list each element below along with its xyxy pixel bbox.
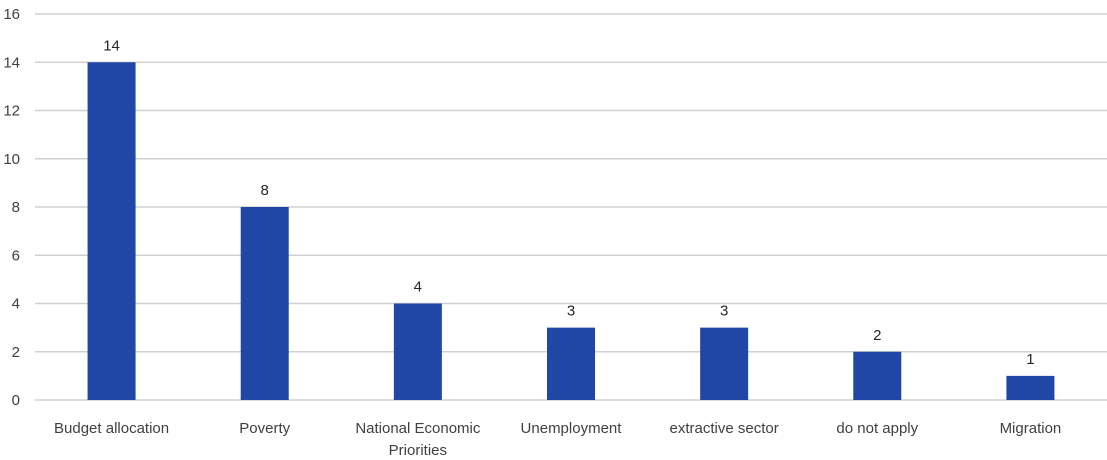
category-label-4: extractive sector xyxy=(670,420,779,437)
y-tick-label: 6 xyxy=(12,247,20,264)
data-label-1: 8 xyxy=(261,182,269,199)
category-label-3: Unemployment xyxy=(521,420,623,437)
y-tick-label: 16 xyxy=(3,6,20,23)
y-tick-label: 2 xyxy=(12,344,20,361)
y-tick-label: 12 xyxy=(3,103,20,120)
bar-2 xyxy=(393,303,442,400)
data-label-0: 14 xyxy=(103,37,120,54)
category-label-0: Budget allocation xyxy=(54,420,169,437)
data-label-4: 3 xyxy=(720,303,728,320)
data-label-5: 2 xyxy=(873,327,881,344)
category-label-2: National Economic Priorities xyxy=(355,420,481,459)
bar-0 xyxy=(87,62,136,400)
bar-4 xyxy=(700,327,749,400)
data-label-2: 4 xyxy=(414,279,422,296)
y-tick-label: 0 xyxy=(12,392,20,409)
category-label-1: Poverty xyxy=(239,420,290,437)
y-tick-label: 8 xyxy=(12,199,20,216)
bar-6 xyxy=(1006,375,1055,400)
bar-1 xyxy=(240,207,289,400)
y-tick-label: 4 xyxy=(12,296,20,313)
bar-5 xyxy=(853,351,902,400)
x-axis-categories: Budget allocation Poverty National Economi… xyxy=(54,420,1061,459)
gridlines xyxy=(35,13,1107,401)
y-axis-ticks: 0 2 4 6 8 10 12 14 16 xyxy=(3,6,20,409)
category-label-5: do not apply xyxy=(836,420,918,437)
y-tick-label: 10 xyxy=(3,151,20,168)
bar-3 xyxy=(547,327,595,400)
data-label-3: 3 xyxy=(567,303,575,320)
data-labels: 14 8 4 3 3 2 1 xyxy=(103,37,1034,368)
bars xyxy=(87,62,1055,400)
y-tick-label: 14 xyxy=(3,54,20,71)
data-label-6: 1 xyxy=(1026,351,1034,368)
category-label-6: Migration xyxy=(1000,420,1062,437)
